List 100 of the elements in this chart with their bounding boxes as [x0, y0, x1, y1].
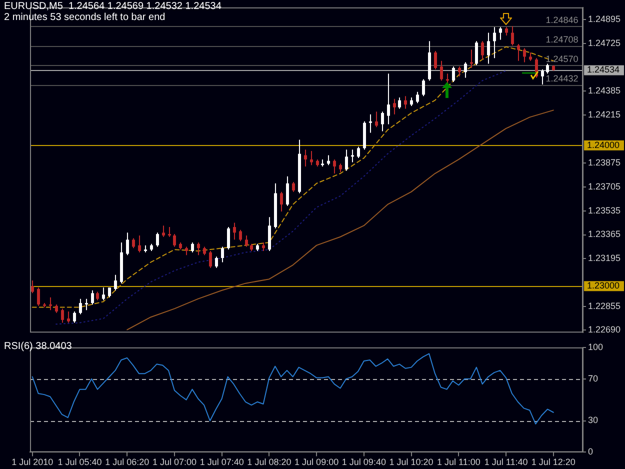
candlestick [387, 73, 390, 125]
x-tick-label: 1 Jul 12:20 [531, 457, 576, 468]
x-tick-label: 1 Jul 09:00 [294, 457, 339, 468]
candlestick [546, 63, 549, 74]
annotation: 1.24432 [546, 74, 578, 84]
candlestick [369, 114, 372, 134]
candlestick [464, 62, 467, 78]
y-tick-label: 100 [588, 342, 604, 352]
candlestick [233, 222, 236, 240]
candlestick [108, 287, 111, 298]
candlestick [173, 234, 176, 248]
candlestick [31, 280, 34, 294]
y-tick-label: 1.23365 [588, 229, 621, 240]
x-tick-label: 1 Jul 09:40 [342, 457, 386, 468]
candlestick [126, 232, 129, 256]
candlestick [239, 229, 242, 242]
candlestick [292, 181, 295, 192]
candlestick [481, 40, 484, 60]
candlestick [67, 310, 70, 324]
candlestick [446, 73, 449, 84]
y-tick-label: 1.22855 [588, 301, 621, 312]
candlestick [227, 226, 230, 250]
y-tick-label: 1.23195 [588, 253, 621, 264]
x-tick-label: 1 Jul 07:00 [152, 457, 196, 468]
candlestick [197, 242, 200, 256]
candlestick [541, 68, 544, 86]
candlestick [357, 146, 360, 159]
y-tick-label: 1.23535 [588, 205, 621, 216]
y-tick-label: 1.24895 [588, 14, 621, 24]
x-tick-label: 1 Jul 11:00 [436, 457, 480, 468]
chart-title: EURUSD,M5 1.24564 1.24569 1.24532 1.24534 [4, 1, 222, 12]
candlestick [398, 97, 401, 110]
candlestick [487, 32, 490, 64]
x-tick-label: 1 Jul 2010 [12, 457, 54, 468]
candlestick [375, 111, 378, 128]
candlestick [168, 226, 171, 238]
candlestick [511, 26, 514, 46]
candlestick [102, 287, 105, 301]
candlestick [333, 158, 336, 174]
candlestick [221, 246, 224, 263]
candlestick [304, 149, 307, 167]
candlestick [310, 150, 313, 166]
candlestick [351, 149, 354, 163]
x-tick-label: 1 Jul 10:20 [389, 457, 434, 468]
x-tick-label: 1 Jul 05:40 [58, 457, 102, 468]
candlestick [416, 91, 419, 104]
candlestick [209, 250, 212, 268]
annotation: 1.24708 [546, 34, 578, 45]
candlestick [381, 111, 384, 132]
candlestick [404, 96, 407, 110]
candlestick [440, 60, 443, 82]
candlestick [215, 256, 218, 268]
candlestick [138, 234, 141, 253]
candlestick [73, 310, 76, 324]
candlestick [191, 242, 194, 253]
x-tick-label: 1 Jul 08:20 [247, 457, 292, 468]
candlestick [345, 149, 348, 172]
candlestick [434, 50, 437, 70]
y-tick-label: 1.22690 [588, 324, 621, 334]
x-tick-label: 1 Jul 11:40 [484, 457, 528, 468]
candlestick [475, 40, 478, 66]
candlestick [422, 78, 425, 97]
candlestick [156, 232, 159, 248]
y-tick-label: 0 [588, 446, 594, 457]
y-tick-label: 1.23705 [588, 181, 621, 192]
candlestick [268, 216, 271, 252]
candlestick [499, 26, 502, 40]
candlestick [132, 238, 135, 249]
candlestick [79, 298, 82, 315]
candlestick [114, 274, 117, 291]
line-series [56, 70, 507, 325]
candlestick [493, 26, 496, 59]
x-tick-label: 1 Jul 07:40 [200, 457, 244, 468]
ref-line-label: 1.24000 [587, 140, 620, 150]
candlestick [37, 287, 40, 306]
candlestick [280, 191, 283, 212]
candlestick [458, 66, 461, 77]
candlestick [61, 308, 64, 324]
y-tick-label: 1.23875 [588, 157, 621, 168]
annotation: 1.24846 [546, 15, 578, 26]
y-tick-label: 1.24725 [588, 38, 621, 48]
candlestick [393, 98, 396, 115]
chart-title: RSI(6) 38.0403 [4, 341, 72, 352]
x-tick-label: 1 Jul 06:20 [105, 457, 150, 468]
y-tick-label: 30 [588, 415, 598, 426]
candlestick [286, 176, 289, 206]
candlestick [91, 290, 94, 305]
candlestick [452, 66, 455, 83]
candlestick [523, 48, 526, 63]
annotation: 1.24570 [546, 54, 578, 64]
y-tick-label: 70 [588, 373, 598, 384]
candlestick [162, 225, 165, 238]
text: 2 minutes 53 seconds left to bar end [4, 12, 166, 23]
ref-line-label: 1.23000 [587, 280, 620, 291]
candlestick [245, 234, 248, 248]
candlestick [85, 298, 88, 311]
ref-line-label: 1.24534 [587, 64, 620, 75]
y-tick-label: 1.24215 [588, 110, 621, 120]
candlestick [49, 296, 52, 311]
candlestick [517, 44, 520, 62]
